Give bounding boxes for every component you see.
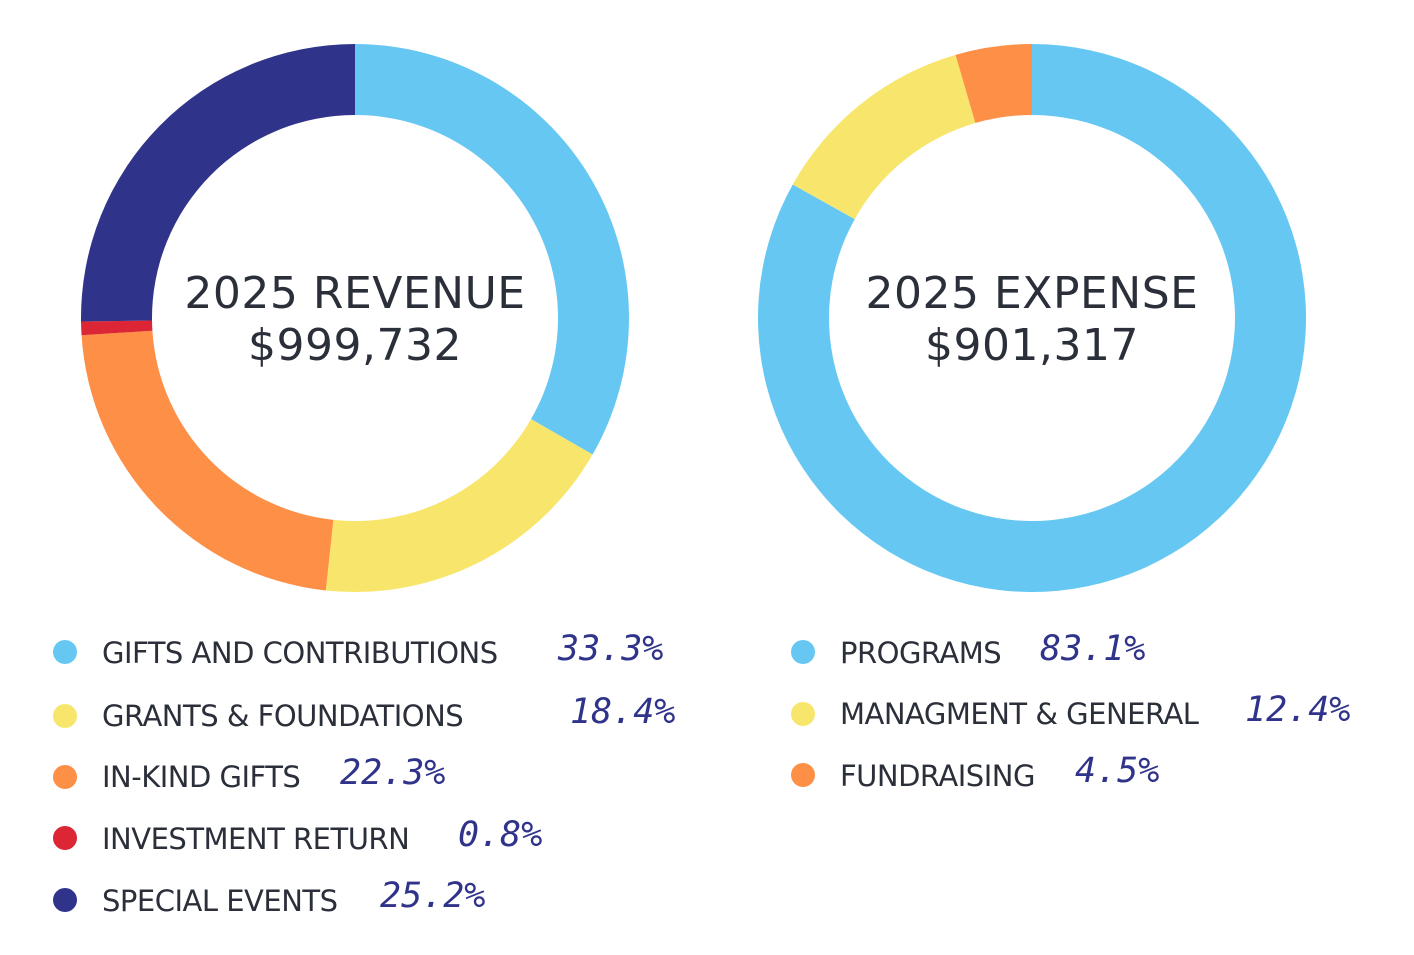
expense-slice-fundraising [955,44,1032,124]
legend-value-gifts-and-contributions: 33.3% [557,629,663,669]
expense-total-amount: $901,317 [925,320,1139,371]
legend-swatch-investment-return [53,826,77,850]
legend-value-grants-and-foundations: 18.4% [570,692,675,732]
expense-chart-title: 2025 EXPENSE [866,268,1199,319]
legend-label-fundraising: FUNDRAISING [840,759,1035,793]
expense-legend: PROGRAMS 83.1% MANAGMENT & GENERAL 12.4%… [791,629,1350,793]
revenue-slice-investment-return [81,320,153,336]
legend-label-gifts-and-contributions: GIFTS AND CONTRIBUTIONS [102,636,498,670]
legend-value-management-and-general: 12.4% [1245,690,1350,730]
legend-label-special-events: SPECIAL EVENTS [102,884,338,918]
legend-swatch-management-and-general [791,702,815,726]
revenue-chart-title: 2025 REVENUE [184,268,525,319]
legend-label-in-kind-gifts: IN-KIND GIFTS [102,760,300,794]
revenue-slice-grants-and-foundations [325,419,593,592]
legend-value-programs: 83.1% [1040,629,1145,669]
legend-label-programs: PROGRAMS [840,636,1001,670]
legend-swatch-programs [791,640,815,664]
legend-label-grants-and-foundations: GRANTS & FOUNDATIONS [102,699,463,733]
legend-swatch-gifts-and-contributions [53,640,77,664]
legend-swatch-fundraising [791,763,815,787]
revenue-slice-gifts-and-contributions [355,44,629,455]
legend-swatch-special-events [53,888,77,912]
legend-label-management-and-general: MANAGMENT & GENERAL [840,697,1199,731]
legend-value-in-kind-gifts: 22.3% [340,753,445,793]
legend-value-special-events: 25.2% [380,876,485,916]
expense-slice-managment-and-general [792,54,976,220]
revenue-total-amount: $999,732 [248,320,462,371]
revenue-donut-chart [81,44,629,592]
revenue-slice-in-kind-gifts [81,330,334,591]
legend-value-fundraising: 4.5% [1075,751,1159,791]
legend-value-investment-return: 0.8% [458,815,542,855]
legend-swatch-grants-and-foundations [53,704,77,728]
legend-label-investment-return: INVESTMENT RETURN [102,822,409,856]
expense-donut-chart [758,44,1306,592]
revenue-legend: GIFTS AND CONTRIBUTIONS 33.3% GRANTS & F… [53,629,675,918]
legend-swatch-in-kind-gifts [53,765,77,789]
revenue-slice-special-events [81,44,355,322]
